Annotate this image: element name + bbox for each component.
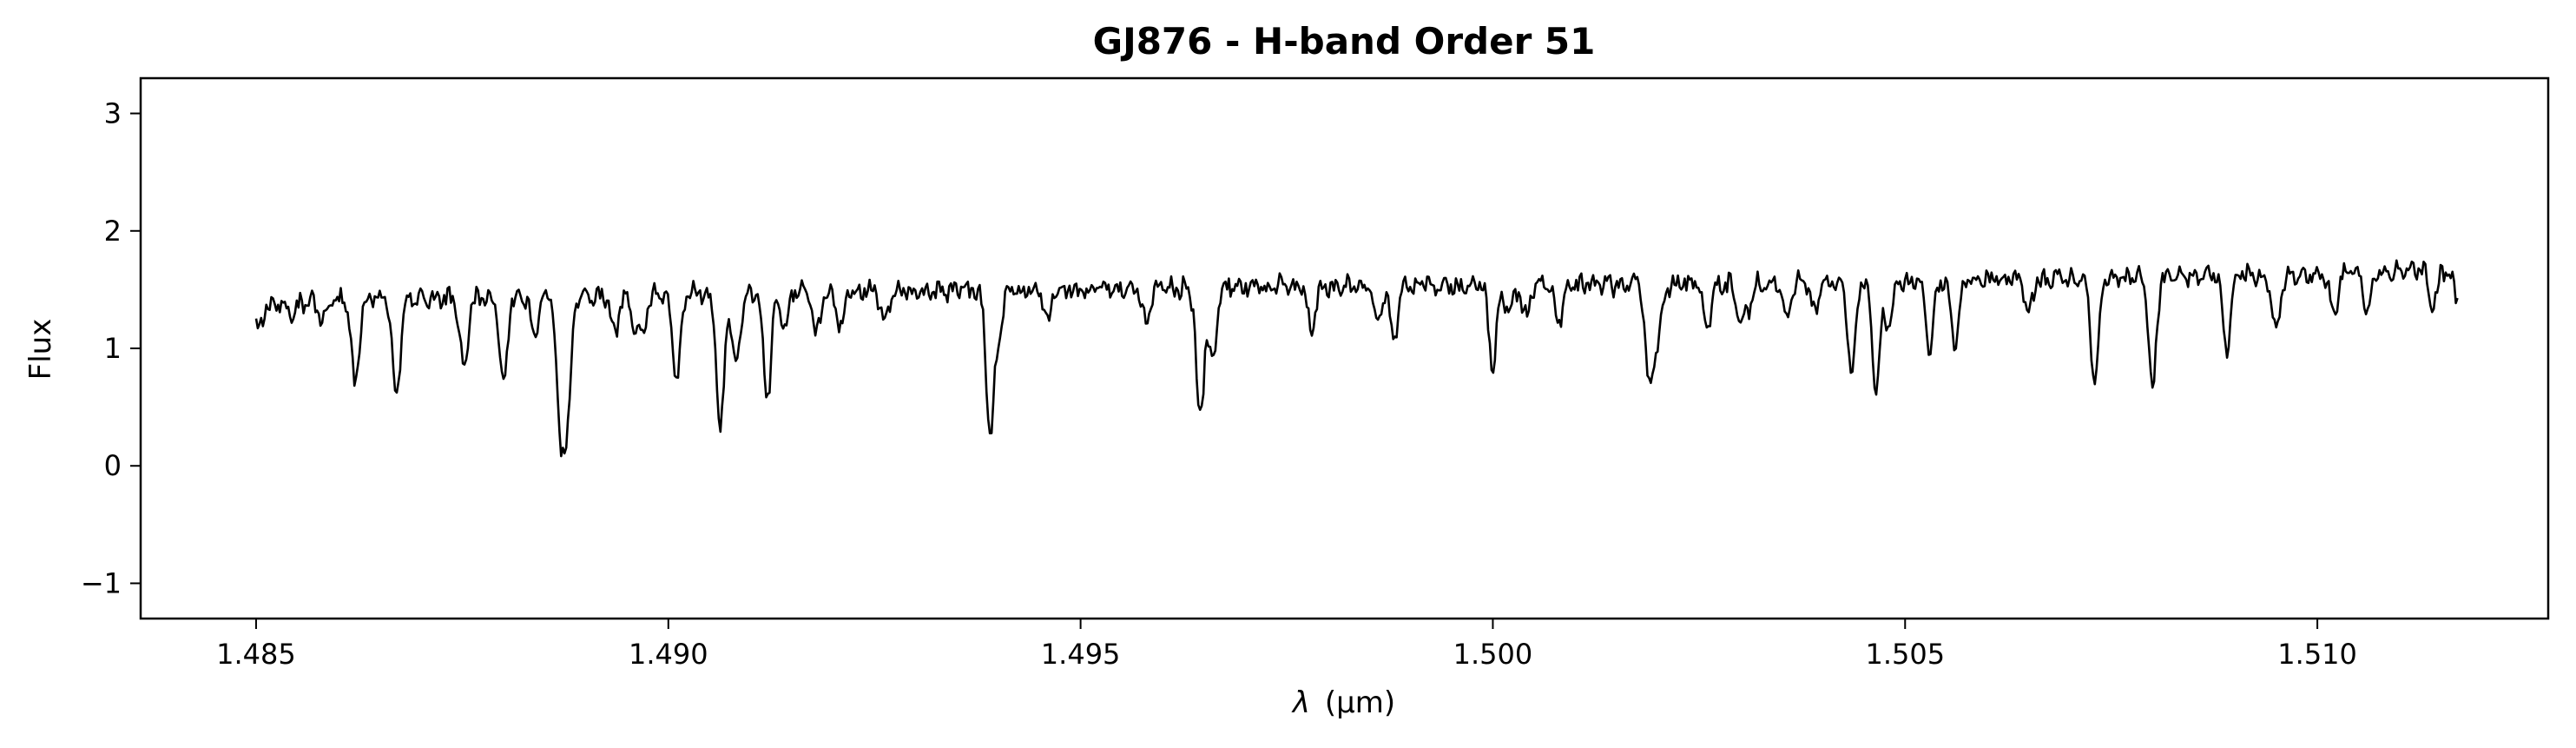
x-tick-label: 1.490 [629, 638, 708, 671]
x-tick-label: 1.505 [1865, 638, 1945, 671]
x-tick-label: 1.495 [1041, 638, 1121, 671]
x-tick-label: 1.485 [216, 638, 296, 671]
y-tick-label: 1 [104, 332, 122, 365]
chart-title: GJ876 - H-band Order 51 [1093, 20, 1596, 63]
y-tick-label: −1 [81, 566, 122, 599]
x-axis-symbol: λ [1291, 685, 1310, 720]
y-tick-label: 0 [104, 449, 122, 482]
line-layer [254, 259, 2459, 458]
y-tick-label: 3 [104, 97, 122, 130]
y-axis-label: Flux [23, 319, 58, 381]
spectrum-line [254, 259, 2459, 458]
x-tick-label: 1.510 [2277, 638, 2357, 671]
x-axis-label: λ (μm) [1291, 685, 1395, 720]
x-axis-unit: (μm) [1325, 685, 1395, 720]
y-axis-ticks: −1 0 1 2 3 [81, 97, 141, 599]
x-tick-label: 1.500 [1453, 638, 1533, 671]
y-tick-label: 2 [104, 215, 122, 248]
x-axis-ticks: 1.485 1.490 1.495 1.500 1.505 1.510 [216, 619, 2357, 671]
